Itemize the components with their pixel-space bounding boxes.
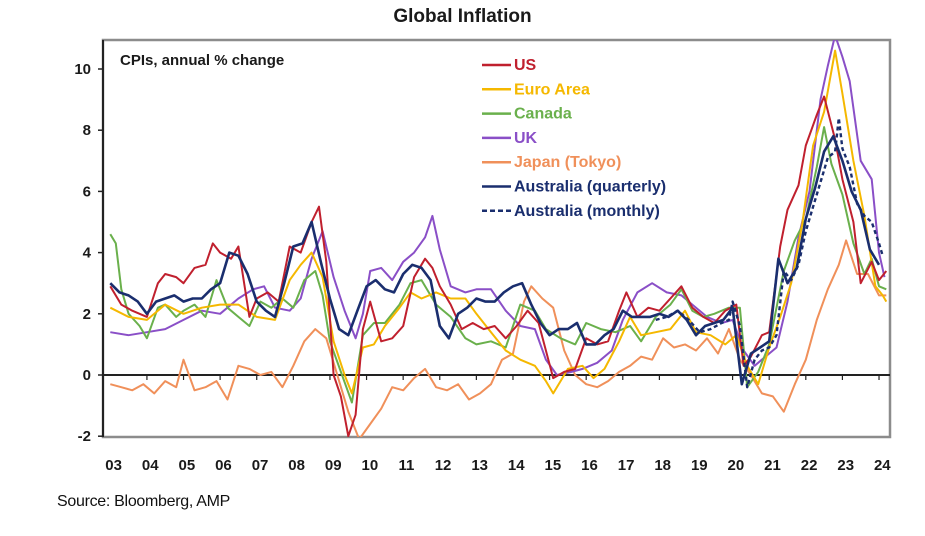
- legend: US Euro Area Canada UK Japan (Tokyo) Australi…: [482, 57, 666, 220]
- series-line-canada: [109, 126, 887, 404]
- legend-label: Canada: [514, 106, 572, 123]
- y-tick-label: 2: [83, 306, 91, 323]
- x-tick-label: 04: [142, 457, 159, 474]
- legend-label: Euro Area: [514, 81, 590, 98]
- x-tick-label: 15: [545, 457, 562, 474]
- x-tick-label: 08: [288, 457, 305, 474]
- x-tick-label: 23: [837, 457, 854, 474]
- x-tick-label: 10: [362, 457, 379, 474]
- x-tick-label: 05: [178, 457, 195, 474]
- x-tick-label: 06: [215, 457, 232, 474]
- x-tick-label: 12: [435, 457, 452, 474]
- chart-subtitle: CPIs, annual % change: [120, 52, 284, 69]
- y-tick-label: 10: [74, 61, 91, 78]
- x-axis: 03 04 05 06 07 08 09 10 11 12 13 14 15 16 17 18 19 20 21 22…: [105, 375, 891, 474]
- x-tick-label: 14: [508, 457, 525, 474]
- x-tick-label: 17: [618, 457, 635, 474]
- legend-label: Japan (Tokyo): [514, 154, 621, 171]
- x-tick-label: 18: [654, 457, 671, 474]
- chart-title: Global Inflation: [393, 6, 532, 27]
- legend-item: Japan (Tokyo): [482, 154, 621, 171]
- legend-label: Australia (quarterly): [514, 179, 666, 196]
- legend-label: UK: [514, 130, 538, 147]
- series-line-uk: [110, 40, 886, 376]
- series-line-euro-area: [109, 49, 888, 395]
- legend-item: Australia (monthly): [482, 203, 660, 220]
- series-layer: [109, 40, 888, 437]
- y-axis: -2 0 2 4 6 8 10: [74, 61, 103, 445]
- x-tick-label: 20: [728, 457, 745, 474]
- y-tick-label: 8: [83, 122, 91, 139]
- y-tick-label: 6: [83, 183, 91, 200]
- legend-item: Canada: [482, 106, 572, 123]
- x-tick-label: 09: [325, 457, 342, 474]
- x-tick-label: 11: [399, 457, 415, 474]
- y-tick-label: 0: [83, 367, 91, 384]
- x-tick-label: 24: [874, 457, 891, 474]
- y-tick-label: -2: [78, 428, 91, 445]
- legend-item: US: [482, 57, 537, 74]
- series-line-japan-tokyo: [110, 239, 887, 437]
- series-line-australia-monthly: [655, 116, 884, 389]
- plot-frame: [101, 38, 892, 439]
- series-line-us: [109, 95, 888, 437]
- plot-border: [101, 38, 892, 439]
- legend-item: UK: [482, 130, 538, 147]
- x-tick-label: 21: [764, 457, 781, 474]
- series-line-australia-quarterly: [109, 135, 881, 386]
- x-tick-label: 16: [581, 457, 598, 474]
- x-tick-label: 22: [801, 457, 818, 474]
- legend-label: US: [514, 57, 537, 74]
- x-tick-label: 19: [691, 457, 708, 474]
- x-tick-label: 03: [105, 457, 122, 474]
- source-note: Source: Bloomberg, AMP: [57, 493, 231, 510]
- legend-item: Euro Area: [482, 81, 590, 98]
- legend-item: Australia (quarterly): [482, 179, 666, 196]
- x-tick-label: 13: [471, 457, 488, 474]
- y-tick-label: 4: [83, 245, 92, 262]
- legend-label: Australia (monthly): [514, 203, 660, 220]
- x-tick-label: 07: [252, 457, 269, 474]
